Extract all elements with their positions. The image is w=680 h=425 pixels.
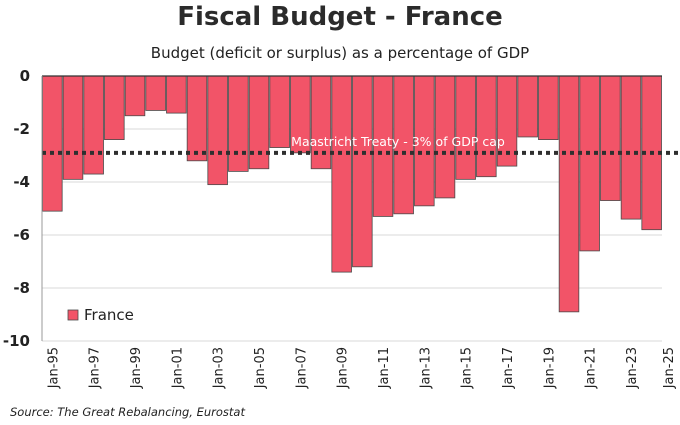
legend-label-france: France (84, 306, 134, 324)
x-tick-label: Jan-11 (377, 347, 392, 389)
bar-2004 (228, 75, 249, 172)
bars (42, 75, 662, 313)
bar-2001 (166, 75, 187, 114)
bar-2018 (517, 75, 538, 138)
bar-2021 (579, 75, 600, 252)
y-tick-label: -8 (13, 279, 30, 297)
x-tick-label: Jan-07 (294, 347, 309, 389)
y-tick-label: -6 (13, 226, 30, 244)
legend: France (67, 306, 134, 324)
x-tick-label: Jan-09 (336, 347, 351, 389)
x-tick-label: Jan-13 (418, 347, 433, 389)
bar-1999 (124, 75, 146, 117)
bar-2000 (145, 75, 166, 111)
bar-2003 (207, 75, 228, 186)
x-tick-label: Jan-15 (460, 347, 475, 389)
legend-swatch-france (67, 309, 79, 321)
y-tick-label: -2 (13, 120, 30, 138)
x-tick-label: Jan-05 (253, 347, 268, 389)
y-tick-label: -10 (3, 332, 30, 350)
x-tick-label: Jan-01 (170, 347, 185, 389)
bar-1995 (42, 75, 63, 212)
y-tick-label: -4 (13, 173, 30, 191)
bar-2019 (538, 75, 559, 140)
bar-2022 (600, 75, 621, 201)
chart-subtitle: Budget (deficit or surplus) as a percent… (150, 44, 530, 62)
x-tick-label: Jan-99 (129, 347, 144, 389)
x-tick-label: Jan-21 (584, 347, 599, 389)
bar-2016 (476, 75, 497, 178)
axes: 0 -2 -4 -6 -8 -10 Jan-95 Jan-97 Jan-99 Jan-01 Jan-… (3, 67, 677, 389)
reference-line-group: Maastricht Treaty - 3% of GDP cap (42, 134, 678, 155)
x-tick-label: Jan-17 (501, 347, 516, 389)
reference-line-label: Maastricht Treaty - 3% of GDP cap (291, 134, 505, 149)
x-tick-label: Jan-97 (88, 347, 103, 389)
x-tick-label: Jan-95 (46, 347, 61, 389)
bar-2009 (331, 75, 352, 273)
source-note: Source: The Great Rebalancing, Eurostat (10, 405, 245, 419)
x-tick-label: Jan-19 (542, 347, 557, 389)
bar-2002 (186, 75, 208, 162)
chart-title: Fiscal Budget - France (177, 2, 503, 32)
x-tick-label: Jan-03 (212, 347, 227, 389)
bar-1998 (104, 75, 125, 140)
gridlines (42, 128, 662, 342)
bar-1997 (83, 75, 104, 175)
bar-2020 (558, 75, 580, 313)
bar-2006 (269, 75, 290, 148)
bar-1996 (62, 75, 84, 180)
y-tick-label: 0 (20, 67, 30, 85)
bar-2015 (455, 75, 476, 180)
x-tick-label: Jan-25 (662, 347, 677, 389)
bar-2023 (620, 75, 642, 220)
bar-2010 (352, 75, 373, 268)
x-tick-label: Jan-23 (625, 347, 640, 389)
